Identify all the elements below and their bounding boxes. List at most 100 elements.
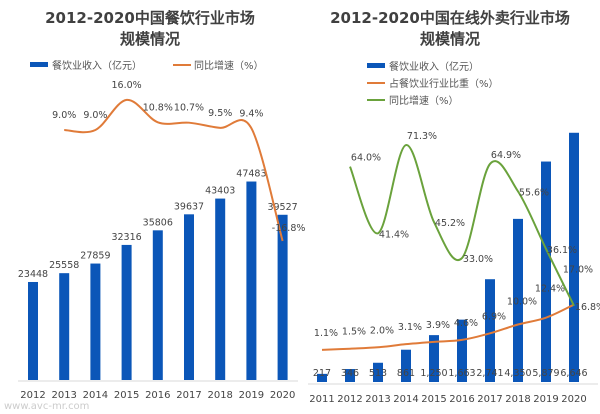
right-bar-label-2018: 4,350 [504, 368, 531, 379]
left-bar-label-2015: 32316 [111, 232, 141, 243]
left-growth-label-2020: -16.8% [272, 223, 306, 234]
left-growth-label-2013: 9.0% [52, 110, 76, 121]
right-bar-2020 [569, 132, 579, 382]
left-bar-2015 [121, 244, 132, 380]
right-growth-line [349, 144, 575, 307]
right-growth-label-2015: 45.2% [435, 218, 465, 229]
left-x-tick-2016: 2016 [145, 390, 170, 401]
right-share-label-2017: 6.9% [482, 311, 506, 322]
right-share-label-2015: 3.9% [426, 320, 450, 331]
left-growth-label-2017: 10.7% [174, 103, 204, 114]
left-x-tick-2015: 2015 [114, 390, 139, 401]
left-x-tick-2014: 2014 [83, 390, 108, 401]
right-bar-2013 [373, 362, 383, 382]
right-bar-2018 [513, 218, 523, 382]
left-bar-2013 [59, 273, 70, 380]
right-growth-label-2014: 71.3% [407, 131, 437, 142]
right-bar-2011 [317, 373, 327, 382]
left-bar-label-2012: 23448 [18, 269, 48, 280]
left-bar-label-2017: 39637 [174, 201, 204, 212]
right-bar-label-2019: 5,879 [532, 368, 559, 379]
right-x-tick-2019: 2019 [533, 394, 558, 405]
left-x-tick-2013: 2013 [51, 390, 76, 401]
left-growth-label-2015: 16.0% [112, 80, 142, 91]
left-growth-label-2014: 9.0% [83, 110, 107, 121]
right-share-label-2012: 1.5% [342, 327, 366, 338]
left-x-tick-2012: 2012 [20, 390, 45, 401]
right-x-tick-2016: 2016 [449, 394, 474, 405]
right-share-label-2011: 1.1% [314, 328, 338, 339]
right-share-label-2013: 2.0% [370, 325, 394, 336]
left-bar-2020 [277, 214, 288, 380]
right-growth-label-2013: 41.4% [379, 229, 409, 240]
right-bar-label-2011: 217 [313, 368, 331, 379]
right-x-tick-2012: 2012 [337, 394, 362, 405]
right-bar-2012 [345, 369, 355, 382]
right-bar-label-2013: 513 [369, 368, 387, 379]
right-share-label-2019: 12.4% [535, 284, 565, 295]
right-share-line [321, 303, 575, 351]
right-bar-2017 [485, 279, 495, 382]
right-x-tick-2017: 2017 [477, 394, 502, 405]
right-share-label-2018: 10.0% [507, 297, 537, 308]
left-bar-2012 [28, 281, 38, 380]
right-bar-label-2020: 6,646 [560, 368, 587, 379]
watermark: www.avc-mr.com [4, 401, 89, 410]
left-bar-label-2019: 47483 [236, 169, 266, 180]
right-bar-2016 [457, 319, 467, 382]
right-chart: 2012-2020中国在线外卖行业市场 规模情况 餐饮业收入（亿元） 占餐饮业行… [308, 9, 600, 405]
left-growth-label-2019: 9.4% [239, 108, 263, 119]
right-bar-label-2016: 1,663 [448, 368, 475, 379]
left-growth-line [64, 98, 284, 242]
right-bar-label-2012: 346 [341, 368, 359, 379]
left-bar-label-2020: 39527 [267, 202, 297, 213]
left-x-tick-2018: 2018 [207, 390, 232, 401]
left-x-tick-2017: 2017 [176, 390, 201, 401]
left-growth-label-2016: 10.8% [143, 102, 173, 113]
left-legend-line-label: 同比增速（%） [194, 59, 264, 72]
left-chart: 2012-2020中国餐饮行业市场 规模情况 餐饮业收入（亿元） 同比增速（%）… [18, 9, 306, 401]
right-title-line2: 规模情况 [420, 30, 480, 48]
right-growth-label-2019: 36.1% [547, 245, 577, 256]
left-growth-label-2018: 9.5% [208, 108, 232, 119]
right-growth-label-2017: 64.9% [491, 150, 521, 161]
right-share-label-2016: 4.6% [454, 318, 478, 329]
right-legend-orange-label: 占餐饮业行业比重（%） [389, 77, 499, 90]
right-x-tick-2013: 2013 [365, 394, 390, 405]
left-bar-label-2013: 25558 [49, 260, 79, 271]
right-x-tick-2015: 2015 [421, 394, 446, 405]
right-x-tick-2011: 2011 [309, 394, 334, 405]
right-share-label-2014: 3.1% [398, 322, 422, 333]
right-title-line1: 2012-2020中国在线外卖行业市场 [330, 9, 570, 27]
left-bar-label-2018: 43403 [205, 186, 235, 197]
right-legend-bar-label: 餐饮业收入（亿元） [389, 60, 479, 73]
right-growth-label-2012: 64.0% [351, 153, 381, 164]
right-growth-label-2018: 55.6% [519, 187, 549, 198]
right-x-tick-2018: 2018 [505, 394, 530, 405]
right-bar-label-2014: 861 [397, 368, 415, 379]
left-title-line1: 2012-2020中国餐饮行业市场 [45, 9, 255, 27]
right-bar-2014 [401, 349, 411, 382]
right-legend-bar-swatch [367, 63, 385, 68]
left-bar-label-2014: 27859 [80, 251, 110, 262]
right-growth-label-2016: 33.0% [463, 254, 493, 265]
right-bar-label-2017: 2,741 [476, 368, 503, 379]
left-x-tick-2019: 2019 [239, 390, 264, 401]
right-x-tick-2014: 2014 [393, 394, 418, 405]
left-bar-2016 [152, 230, 163, 380]
left-bar-2019 [246, 181, 257, 380]
right-x-tick-2020: 2020 [561, 394, 586, 405]
left-bar-2017 [184, 214, 194, 380]
left-bar-2018 [215, 198, 226, 380]
left-bar-label-2016: 35806 [143, 217, 173, 228]
right-growth-label-2020: 16.8% [575, 302, 600, 313]
left-legend-bar-label: 餐饮业收入（亿元） [52, 59, 142, 72]
right-share-label-2020: 17.0% [563, 265, 593, 276]
left-x-tick-2020: 2020 [270, 390, 295, 401]
right-bar-2015 [429, 335, 439, 382]
right-legend-green-label: 同比增速（%） [389, 94, 459, 107]
right-bar-2019 [541, 161, 551, 382]
left-title-line2: 规模情况 [120, 30, 180, 48]
left-legend-bar-swatch [30, 62, 48, 67]
